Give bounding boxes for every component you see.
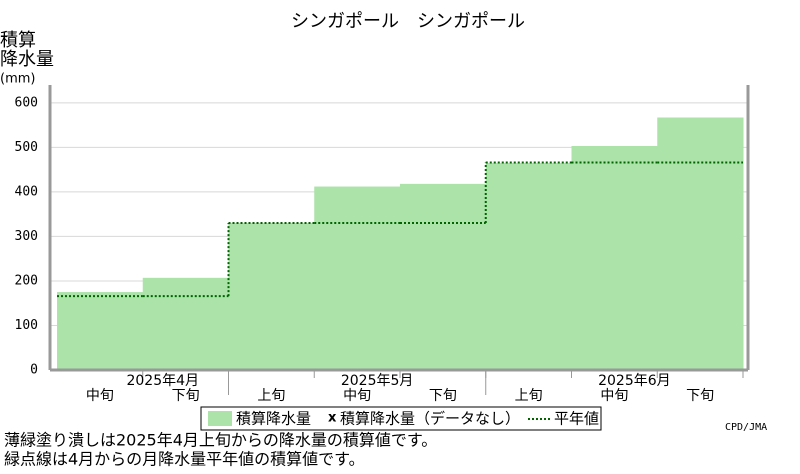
- y-axis-label: 降水量: [0, 49, 54, 70]
- x-tick-label: 中旬: [86, 388, 114, 404]
- x-group-label: 2025年5月: [341, 373, 414, 389]
- legend-marker: x: [328, 411, 337, 426]
- source: CPD/JMA: [725, 422, 767, 433]
- y-tick-label: 200: [15, 273, 38, 288]
- x-tick-label: 下旬: [172, 388, 200, 404]
- bar: [485, 162, 572, 370]
- x-tick-label: 下旬: [686, 388, 714, 404]
- y-tick-label: 600: [15, 95, 38, 110]
- y-axis-label: 積算: [0, 30, 36, 51]
- x-tick-label: 上旬: [257, 388, 285, 404]
- x-tick-label: 上旬: [515, 388, 543, 404]
- y-tick-label: 100: [15, 318, 38, 333]
- y-tick-label: 400: [15, 184, 38, 199]
- bar: [228, 223, 315, 370]
- legend-label: 積算降水量: [236, 410, 311, 428]
- legend-box: [200, 406, 602, 431]
- bar: [57, 292, 144, 370]
- chart-title: シンガポール シンガポール: [291, 11, 525, 32]
- note: 薄緑塗り潰しは2025年4月上旬からの降水量の積算値です。: [4, 431, 437, 450]
- bar: [657, 117, 744, 370]
- x-tick-label: 中旬: [343, 388, 371, 404]
- x-tick-label: 中旬: [600, 388, 628, 404]
- y-tick-label: 0: [30, 363, 38, 378]
- x-group-label: 2025年6月: [598, 373, 671, 389]
- y-tick-label: 500: [15, 140, 38, 155]
- bar: [142, 277, 229, 370]
- y-tick-label: 300: [15, 229, 38, 244]
- note: 緑点線は4月からの月降水量平年値の積算値です。: [4, 450, 365, 469]
- x-group-label: 2025年4月: [126, 373, 199, 389]
- bar: [400, 183, 487, 370]
- bar: [571, 146, 658, 370]
- bar: [314, 186, 401, 370]
- legend-swatch: [208, 411, 232, 426]
- legend-label: 積算降水量（データなし）: [340, 410, 520, 428]
- legend-label: 平年値: [554, 410, 599, 428]
- y-axis-label: (mm): [0, 72, 35, 87]
- x-tick-label: 下旬: [429, 388, 457, 404]
